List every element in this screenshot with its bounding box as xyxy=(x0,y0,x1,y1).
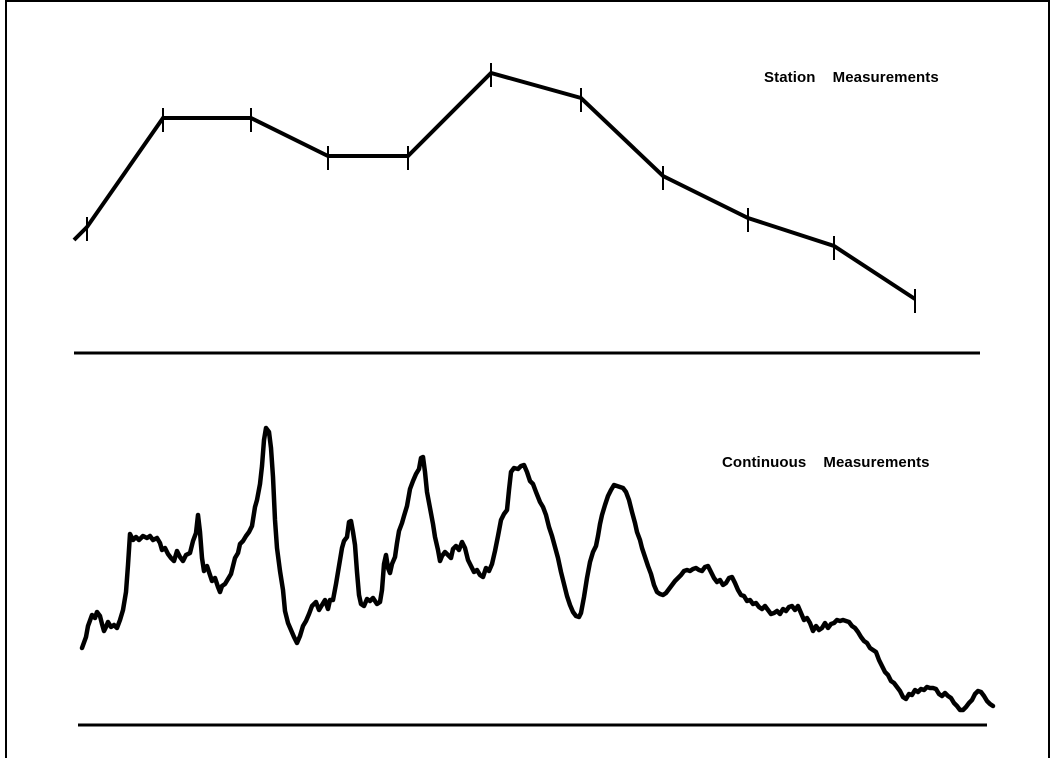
station-measurements-label: Station Measurements xyxy=(764,69,939,86)
continuous-measurements-line xyxy=(79,425,996,713)
figure-frame xyxy=(5,0,1050,758)
station-tick-marks xyxy=(86,63,916,313)
station-measurements-line xyxy=(72,70,917,301)
continuous-measurements-panel xyxy=(79,425,996,713)
station-measurements-panel xyxy=(72,63,917,313)
continuous-measurements-label: Continuous Measurements xyxy=(722,454,930,471)
